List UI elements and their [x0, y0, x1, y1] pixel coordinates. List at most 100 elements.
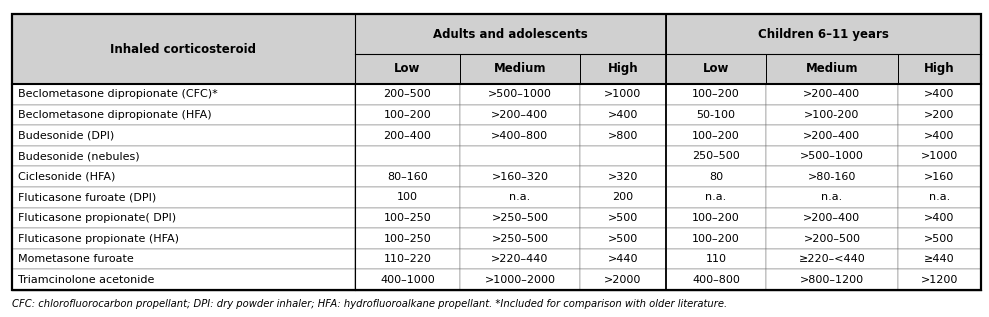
- Bar: [766, 166, 898, 187]
- Bar: [898, 187, 981, 208]
- Text: >500: >500: [607, 213, 638, 223]
- Bar: [355, 228, 460, 249]
- Text: >200–400: >200–400: [803, 89, 860, 99]
- Bar: [355, 187, 460, 208]
- Text: >200–400: >200–400: [803, 213, 860, 223]
- Text: n.a.: n.a.: [509, 192, 530, 202]
- Bar: [460, 208, 580, 228]
- Bar: [766, 249, 898, 269]
- Text: 400–1000: 400–1000: [380, 275, 435, 285]
- Bar: [898, 84, 981, 105]
- Bar: [580, 125, 666, 146]
- Text: 100–200: 100–200: [692, 131, 740, 140]
- Bar: [580, 249, 666, 269]
- Text: >200–400: >200–400: [492, 110, 549, 120]
- Text: Adults and adolescents: Adults and adolescents: [433, 28, 587, 41]
- Text: >1000–2000: >1000–2000: [485, 275, 556, 285]
- Text: Beclometasone dipropionate (CFC)*: Beclometasone dipropionate (CFC)*: [18, 89, 218, 99]
- Text: Budesonide (nebules): Budesonide (nebules): [18, 151, 139, 161]
- Text: 110–220: 110–220: [384, 254, 431, 264]
- Bar: [355, 146, 460, 166]
- Bar: [766, 125, 898, 146]
- Text: 100–200: 100–200: [384, 110, 431, 120]
- Bar: [460, 125, 580, 146]
- Bar: [766, 228, 898, 249]
- Text: >400–800: >400–800: [492, 131, 549, 140]
- Bar: [12, 249, 355, 269]
- Text: 50-100: 50-100: [696, 110, 736, 120]
- Text: >400: >400: [924, 89, 954, 99]
- Text: 100–200: 100–200: [692, 213, 740, 223]
- Bar: [12, 166, 355, 187]
- Text: 100–200: 100–200: [692, 234, 740, 243]
- Bar: [580, 187, 666, 208]
- Bar: [12, 187, 355, 208]
- Bar: [898, 105, 981, 125]
- Text: 80: 80: [709, 172, 723, 182]
- Text: >1000: >1000: [921, 151, 958, 161]
- Bar: [580, 84, 666, 105]
- Text: >800–1200: >800–1200: [800, 275, 864, 285]
- Text: >200–400: >200–400: [803, 131, 860, 140]
- Bar: [355, 166, 460, 187]
- Text: >400: >400: [924, 131, 954, 140]
- Bar: [355, 54, 460, 84]
- Text: Low: Low: [703, 62, 729, 75]
- Bar: [12, 125, 355, 146]
- Bar: [12, 105, 355, 125]
- Text: Budesonide (DPI): Budesonide (DPI): [18, 131, 114, 140]
- Bar: [666, 166, 766, 187]
- Bar: [766, 208, 898, 228]
- Text: Medium: Medium: [806, 62, 858, 75]
- Text: >500–1000: >500–1000: [800, 151, 863, 161]
- Bar: [666, 105, 766, 125]
- Text: >320: >320: [607, 172, 638, 182]
- Text: >80-160: >80-160: [808, 172, 856, 182]
- Bar: [580, 269, 666, 290]
- Bar: [898, 208, 981, 228]
- Text: ≥440: ≥440: [924, 254, 954, 264]
- Text: n.a.: n.a.: [821, 192, 843, 202]
- Bar: [666, 228, 766, 249]
- Bar: [355, 269, 460, 290]
- Text: >220–440: >220–440: [492, 254, 549, 264]
- Bar: [666, 208, 766, 228]
- Bar: [580, 228, 666, 249]
- Bar: [666, 146, 766, 166]
- Bar: [766, 269, 898, 290]
- Bar: [898, 166, 981, 187]
- Bar: [580, 208, 666, 228]
- Bar: [460, 105, 580, 125]
- Text: >200: >200: [924, 110, 954, 120]
- Text: >400: >400: [607, 110, 638, 120]
- Text: >500–1000: >500–1000: [488, 89, 552, 99]
- Bar: [355, 249, 460, 269]
- Text: 200–500: 200–500: [384, 89, 431, 99]
- Bar: [355, 208, 460, 228]
- Bar: [460, 84, 580, 105]
- Bar: [12, 14, 355, 84]
- Bar: [460, 54, 580, 84]
- Text: 200–400: 200–400: [384, 131, 431, 140]
- Bar: [355, 125, 460, 146]
- Bar: [898, 269, 981, 290]
- Bar: [666, 54, 766, 84]
- Bar: [898, 54, 981, 84]
- Text: ≥220–<440: ≥220–<440: [798, 254, 865, 264]
- Text: 80–160: 80–160: [387, 172, 427, 182]
- Bar: [460, 228, 580, 249]
- Bar: [666, 84, 766, 105]
- Bar: [580, 166, 666, 187]
- Bar: [666, 125, 766, 146]
- Text: High: High: [607, 62, 638, 75]
- Bar: [460, 166, 580, 187]
- Bar: [12, 84, 355, 105]
- Bar: [766, 187, 898, 208]
- Text: >1000: >1000: [604, 89, 642, 99]
- Text: >160–320: >160–320: [492, 172, 549, 182]
- Text: >160: >160: [925, 172, 954, 182]
- Text: 400–800: 400–800: [692, 275, 740, 285]
- Bar: [898, 146, 981, 166]
- Text: >500: >500: [925, 234, 954, 243]
- Text: >500: >500: [607, 234, 638, 243]
